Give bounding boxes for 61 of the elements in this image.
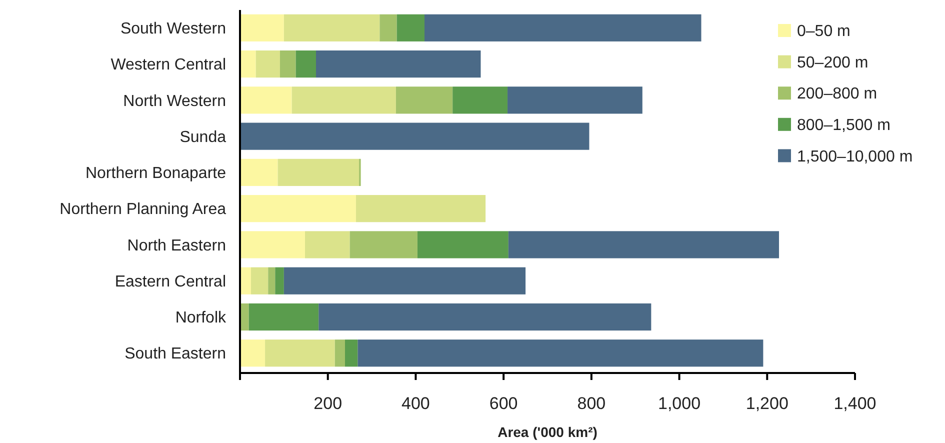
bar [396, 86, 453, 114]
bar [240, 86, 292, 114]
y-tick-label: South Eastern [124, 346, 226, 363]
x-tick-label: 1,200 [746, 394, 788, 413]
y-tick-label: South Western [120, 20, 226, 38]
bar [240, 158, 278, 186]
bar [256, 50, 280, 78]
bar [452, 86, 508, 114]
bar [296, 50, 316, 78]
bar [508, 86, 642, 114]
y-tick-label: Western Central [110, 56, 226, 74]
y-tick-label: Northern Planning Area [60, 201, 226, 218]
bar [240, 14, 284, 42]
legend-label: 200–800 m [797, 86, 878, 103]
bar [268, 267, 276, 294]
bar [278, 158, 360, 186]
x-tick-label: 400 [402, 394, 430, 413]
bar [284, 14, 380, 42]
bar [240, 267, 251, 294]
bar [240, 340, 266, 367]
bar [318, 303, 652, 331]
bar [284, 267, 526, 294]
bar [334, 340, 345, 367]
bar [292, 86, 396, 114]
bar [356, 195, 486, 222]
x-tick-label: 1,400 [834, 394, 876, 413]
y-tick-label: North Eastern [127, 237, 226, 254]
bar [280, 50, 296, 78]
x-tick-label: 800 [577, 394, 606, 413]
y-tick-label: Eastern Central [114, 273, 226, 290]
bar [240, 195, 356, 222]
x-tick-label: 1,000 [658, 394, 701, 413]
bar [350, 231, 418, 258]
bar [358, 340, 764, 367]
bar [240, 50, 256, 78]
y-tick-label: Norfolk [175, 310, 227, 327]
bar [250, 267, 268, 294]
x-tick-label: 600 [489, 394, 518, 413]
legend-label: 800–1,500 m [797, 117, 890, 134]
bar [508, 231, 780, 258]
bar [248, 303, 319, 331]
bar [240, 303, 249, 331]
bar [424, 14, 702, 42]
legend-label: 1,500–10,000 m [797, 148, 913, 166]
y-tick-label: Northern Bonaparte [85, 165, 226, 182]
bar [417, 231, 508, 258]
legend-label: 0–50 m [797, 23, 850, 40]
bar [380, 14, 397, 42]
bar [344, 340, 358, 367]
bar [240, 122, 590, 150]
bar [305, 231, 350, 258]
y-tick-label: North Western [123, 92, 226, 110]
bar [396, 14, 424, 42]
legend-label: 50–200 m [797, 54, 868, 72]
bar [240, 231, 306, 258]
x-axis-title: Area ('000 km²) [498, 424, 598, 440]
bar [265, 340, 335, 367]
y-tick-label: Sunda [180, 128, 226, 146]
bar [275, 267, 284, 294]
x-tick-label: 200 [314, 394, 342, 413]
bar [316, 50, 481, 78]
